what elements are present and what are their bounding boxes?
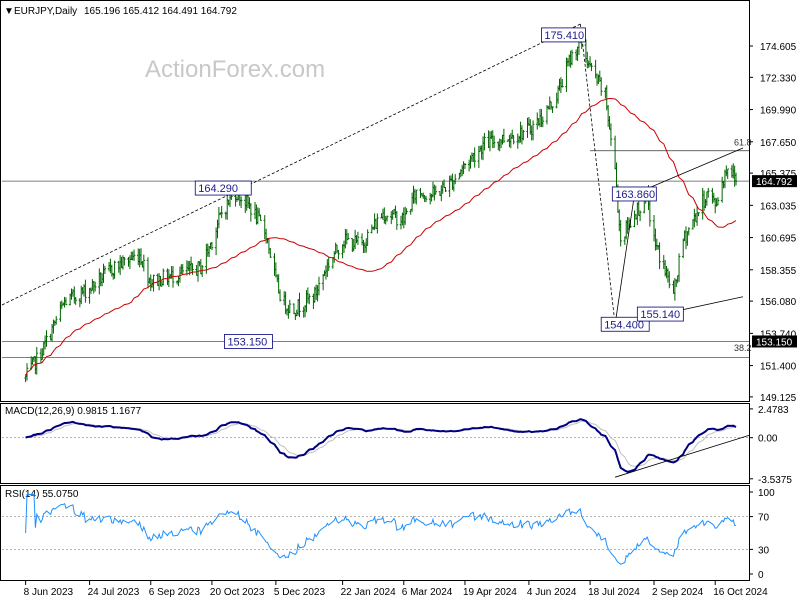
price-tag: 164.792: [756, 177, 793, 188]
rsi-panel-frame: [0, 485, 750, 581]
y-tick-label: 165.375: [760, 169, 797, 180]
macd-header: MACD(12,26,9) 0.9815 1.1677: [5, 406, 142, 417]
time-axis: 8 Jun 2023 24 Jul 2023 6 Sep 2023 20 Oct 20…: [24, 581, 768, 598]
x-tick-label: 24 Jul 2023: [88, 587, 140, 598]
price-plot: [2, 28, 749, 383]
price-y-axis: 174.605 172.330 169.990 167.650 165.375 163.0…: [749, 42, 797, 404]
rsi-header: RSI(14) 55.0750: [5, 489, 79, 500]
y-tick-label: 167.650: [760, 138, 797, 149]
macd-trendline: [614, 434, 750, 478]
rsi-y-tick-label: 70: [758, 513, 770, 524]
x-tick-label: 8 Jun 2023: [24, 587, 74, 598]
level-label: 175.410: [544, 30, 584, 42]
macd-y-tick-label: 0.00: [758, 434, 778, 445]
y-tick-label: 153.740: [760, 329, 797, 340]
trendline-dotted: [579, 23, 616, 325]
x-tick-label: 19 Apr 2024: [463, 587, 517, 598]
x-tick-label: 16 Oct 2024: [713, 587, 768, 598]
y-tick-label: 169.990: [760, 106, 797, 117]
x-tick-label: 2 Sep 2024: [652, 587, 704, 598]
x-tick-label: 20 Oct 2023: [210, 587, 265, 598]
level-label: 155.140: [640, 309, 680, 321]
moving-average-line: [25, 98, 737, 377]
x-tick-label: 18 Jul 2024: [588, 587, 640, 598]
x-tick-label: 5 Dec 2023: [274, 587, 326, 598]
macd-y-tick-label: -3.5375: [758, 475, 792, 486]
price-tag-box: [752, 175, 797, 188]
x-tick-label: 22 Jan 2024: [341, 587, 396, 598]
fib-label: 61.8: [734, 138, 752, 148]
level-label-box: [541, 27, 586, 43]
channel-line: [614, 193, 635, 325]
price-tag: 153.150: [756, 337, 793, 348]
header-symbol: EURJPY,Daily: [14, 6, 77, 17]
header-arrow: ▼: [4, 6, 14, 17]
y-tick-label: 174.605: [760, 42, 797, 53]
y-tick-label: 156.080: [760, 297, 797, 308]
rsi-plot: 100 70 30 0: [2, 488, 775, 581]
y-tick-label: 149.125: [760, 393, 797, 404]
macd-plot: 2.4783 0.00 -3.5375: [2, 405, 792, 486]
level-label: 153.150: [227, 336, 267, 348]
channel-line-upper: [634, 147, 744, 195]
header-ohlc: 165.196 165.412 164.491 164.792: [84, 6, 237, 17]
y-tick-label: 158.355: [760, 266, 797, 277]
watermark: ActionForex.com: [145, 56, 325, 83]
level-label-box: [611, 186, 657, 202]
rsi-y-tick-label: 0: [758, 570, 764, 581]
y-tick-label: 151.400: [760, 362, 797, 373]
rsi-y-tick-label: 30: [758, 545, 770, 556]
price-tag-box: [752, 335, 797, 348]
rsi-line: [25, 494, 737, 565]
x-tick-label: 4 Jun 2024: [527, 587, 577, 598]
level-label-box: [194, 180, 252, 196]
level-label-box: [224, 334, 273, 349]
macd-y-tick-label: 2.4783: [758, 405, 789, 416]
level-label-box: [636, 306, 684, 322]
rsi-y-tick-label: 100: [758, 488, 775, 499]
x-tick-label: 6 Mar 2024: [402, 587, 453, 598]
y-tick-label: 172.330: [760, 73, 797, 84]
macd-line: [25, 418, 737, 473]
level-label: 164.290: [198, 183, 238, 195]
level-label: 163.860: [615, 189, 655, 201]
y-tick-label: 160.695: [760, 234, 797, 245]
price-panel-frame: [0, 0, 750, 402]
trendline-dotted: [1, 23, 581, 306]
fib-label: 38.2: [734, 343, 752, 353]
level-label: 154.400: [604, 319, 644, 331]
x-tick-label: 6 Sep 2023: [149, 587, 201, 598]
y-tick-label: 163.035: [760, 201, 797, 212]
macd-panel-frame: [0, 403, 750, 484]
